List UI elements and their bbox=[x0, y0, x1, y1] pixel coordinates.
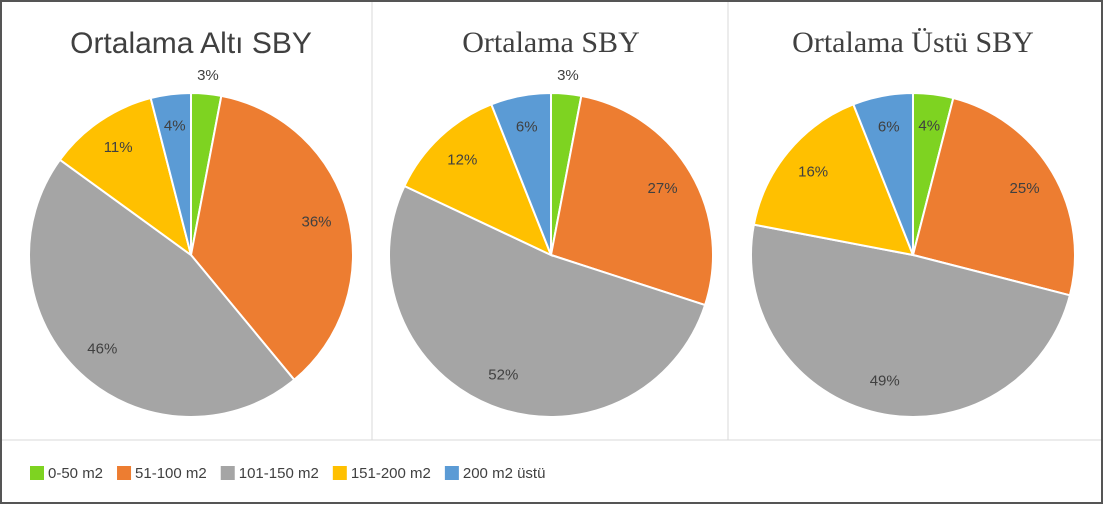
data-label: 25% bbox=[1010, 180, 1040, 197]
data-label: 4% bbox=[164, 117, 186, 134]
pie-slice bbox=[388, 184, 707, 418]
legend-label: 101-150 m2 bbox=[239, 465, 319, 482]
pie-slice bbox=[549, 94, 714, 307]
chart-title: Ortalama SBY bbox=[462, 26, 639, 59]
pie-slice bbox=[189, 94, 354, 382]
pie-slice bbox=[149, 91, 192, 256]
legend-swatch bbox=[332, 466, 347, 480]
pie-slice bbox=[403, 103, 553, 257]
legend-swatch bbox=[444, 466, 459, 480]
chart-title: Ortalama Üstü SBY bbox=[792, 26, 1034, 59]
data-label: 49% bbox=[870, 372, 900, 389]
legend-swatch bbox=[117, 466, 132, 480]
legend-label: 0-50 m2 bbox=[48, 465, 103, 482]
legend-swatch bbox=[30, 466, 44, 480]
data-label: 27% bbox=[648, 180, 678, 197]
legend-swatch bbox=[220, 466, 235, 480]
data-label: 4% bbox=[918, 117, 940, 134]
data-label: 6% bbox=[516, 119, 538, 136]
pie-slice bbox=[750, 223, 1072, 418]
pie-slice bbox=[852, 91, 914, 256]
data-label: 3% bbox=[197, 67, 219, 84]
pie-slice bbox=[58, 96, 193, 258]
pie-slice bbox=[752, 103, 915, 257]
pie-slice bbox=[490, 91, 552, 256]
legend-label: 200 m2 üstü bbox=[463, 465, 546, 482]
legend-label: 51-100 m2 bbox=[135, 465, 207, 482]
legend-label: 151-200 m2 bbox=[351, 465, 431, 482]
pie-slice bbox=[28, 158, 296, 418]
pie-slice bbox=[911, 96, 1076, 297]
data-label: 6% bbox=[878, 119, 900, 136]
data-label: 16% bbox=[798, 163, 828, 180]
data-label: 36% bbox=[302, 214, 332, 231]
data-label: 46% bbox=[87, 340, 117, 357]
data-label: 11% bbox=[104, 139, 133, 156]
data-label: 3% bbox=[557, 67, 579, 84]
data-label: 12% bbox=[447, 151, 477, 168]
data-label: 52% bbox=[488, 366, 518, 383]
chart-title: Ortalama Altı SBY bbox=[70, 27, 312, 60]
